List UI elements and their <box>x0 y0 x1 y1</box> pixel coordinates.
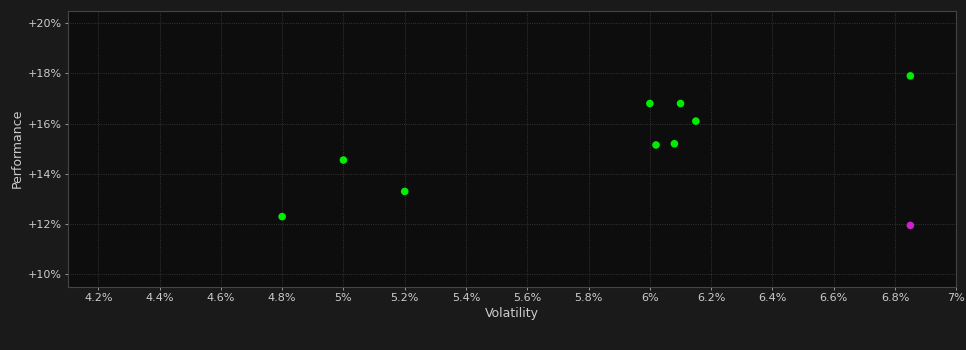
Y-axis label: Performance: Performance <box>11 109 24 188</box>
Point <box>642 101 658 106</box>
Point <box>688 118 703 124</box>
Point <box>667 141 682 147</box>
Point <box>902 223 918 228</box>
Point <box>336 157 352 163</box>
Point <box>648 142 664 148</box>
Point <box>274 214 290 219</box>
Point <box>397 189 412 194</box>
Point <box>902 73 918 79</box>
X-axis label: Volatility: Volatility <box>485 307 539 320</box>
Point <box>672 101 688 106</box>
